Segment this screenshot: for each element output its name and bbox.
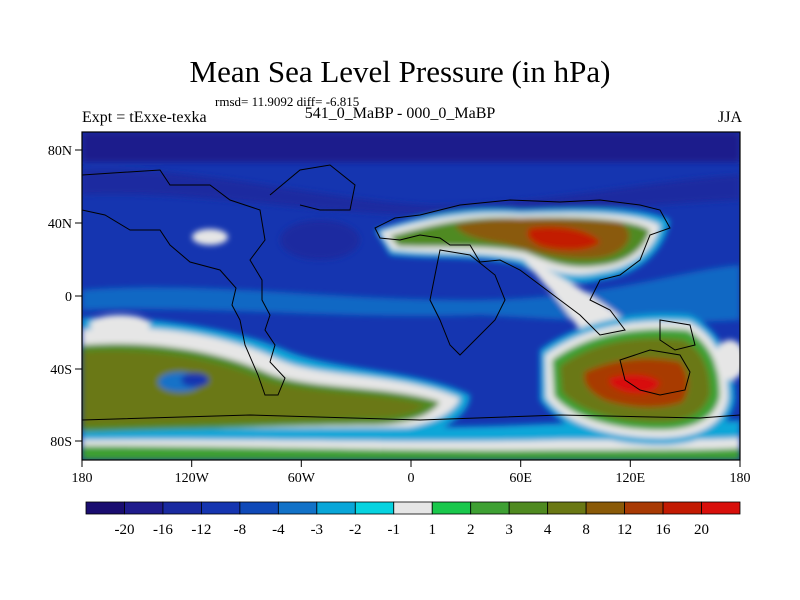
colorbar-label: -4	[272, 522, 285, 538]
colorbar-swatch	[431, 501, 472, 515]
colorbar-swatch	[393, 501, 433, 515]
colorbar-label: -12	[191, 522, 211, 538]
coastline	[82, 164, 740, 421]
lat-tick-label: 40S	[50, 363, 72, 378]
colorbar-swatch	[701, 501, 741, 515]
colorbar-swatch	[201, 501, 241, 515]
colorbar-swatch	[470, 501, 510, 515]
map-title: Mean Sea Level Pressure (in hPa)	[189, 54, 611, 89]
colorbar-label: 1	[428, 522, 436, 538]
colorbar-swatch	[508, 501, 549, 515]
colorbar-swatch	[662, 501, 702, 515]
lat-tick-label: 80N	[48, 144, 72, 159]
lat-tick-label: 40N	[48, 217, 72, 232]
colorbar: -20 -16 -12 -8 -4 -3 -2 -1 1 2 3 4 8 12 16 20	[85, 501, 741, 538]
lon-tick-label: 180	[72, 471, 93, 486]
lon-tick-label: 60W	[288, 471, 316, 486]
lon-tick-label: 180	[730, 471, 751, 486]
lon-tick-label: 0	[408, 471, 415, 486]
lon-tick-label: 120E	[616, 471, 646, 486]
colorbar-label: 4	[544, 522, 552, 538]
colorbar-swatch	[162, 501, 202, 515]
colorbar-swatch	[239, 501, 279, 515]
colorbar-swatch	[124, 501, 164, 515]
lon-tick-label: 120W	[175, 471, 210, 486]
season-label: JJA	[717, 109, 742, 126]
colorbar-swatch	[316, 501, 356, 515]
lat-axis-labels: 80N 40N 0 40S 80S	[48, 144, 72, 450]
colorbar-label: -16	[153, 522, 173, 538]
colorbar-label: 12	[617, 522, 632, 538]
colorbar-label: -8	[234, 522, 247, 538]
colorbar-label: -2	[349, 522, 362, 538]
colorbar-label: 2	[467, 522, 475, 538]
colorbar-label: -20	[114, 522, 134, 538]
stats-label: rmsd= 11.9092 diff= -6.815	[215, 94, 360, 109]
colorbar-label: 3	[505, 522, 513, 538]
colorbar-label: -3	[311, 522, 324, 538]
colorbar-swatch	[277, 501, 318, 515]
map-field	[82, 132, 740, 460]
colorbar-swatch	[585, 501, 625, 515]
lon-tick-label: 60E	[509, 471, 532, 486]
colorbar-swatch	[354, 501, 395, 515]
colorbar-label: 16	[656, 522, 672, 538]
lat-tick-label: 80S	[50, 435, 72, 450]
colorbar-swatch	[547, 501, 587, 515]
lon-axis-labels: 180 120W 60W 0 60E 120E 180	[72, 471, 751, 486]
axis-ticks	[75, 149, 741, 467]
colorbar-label: 20	[694, 522, 709, 538]
lat-tick-label: 0	[65, 290, 72, 305]
colorbar-label: 8	[582, 522, 590, 538]
case-label: 541_0_MaBP - 000_0_MaBP	[304, 105, 496, 122]
colorbar-label: -1	[388, 522, 401, 538]
colorbar-swatch	[624, 501, 664, 515]
colorbar-swatch	[85, 501, 125, 515]
experiment-label: Expt = tExxe-texka	[82, 109, 207, 126]
